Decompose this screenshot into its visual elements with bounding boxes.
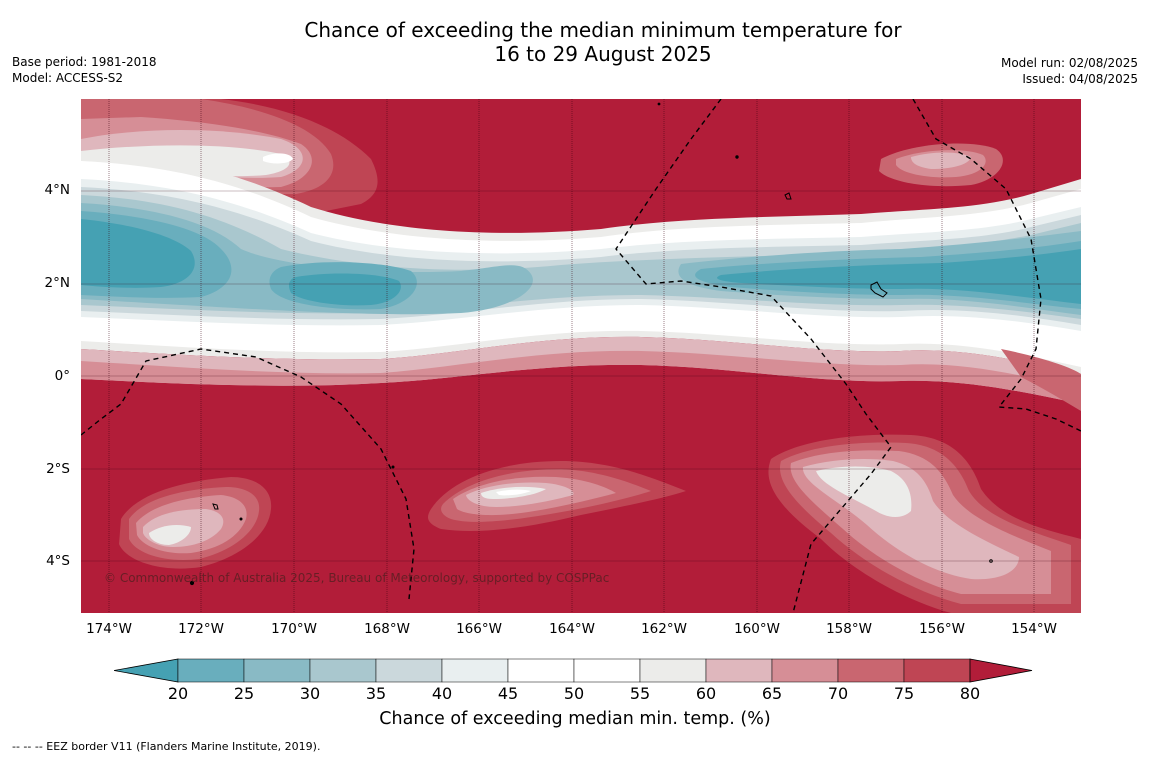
lon-label-154w: 154°W <box>1011 621 1057 637</box>
lat-label-2n: 2°N <box>44 275 70 291</box>
colorbar-extend-low <box>114 658 179 683</box>
colorbar-segment <box>837 658 905 683</box>
map-title: Chance of exceeding the median minimum t… <box>0 18 1150 66</box>
model-run: Model run: 02/08/2025 <box>1000 56 1138 70</box>
colorbar-segment <box>903 658 971 683</box>
meta-left: Base period: 1981-2018 Model: ACCESS-S2 <box>12 54 157 86</box>
colorbar-tick-label: 70 <box>827 684 849 703</box>
colorbar-segment <box>705 658 773 683</box>
copyright-text: © Commonwealth of Australia 2025, Bureau… <box>104 571 610 585</box>
lon-label-172w: 172°W <box>178 621 224 637</box>
lon-label-158w: 158°W <box>826 621 872 637</box>
base-period: Base period: 1981-2018 <box>12 55 157 69</box>
issued-date: Issued: 04/08/2025 <box>1022 72 1138 86</box>
lon-label-170w: 170°W <box>271 621 317 637</box>
title-line-1: Chance of exceeding the median minimum t… <box>304 18 902 42</box>
meta-right: Model run: 02/08/2025 Issued: 04/08/2025 <box>1001 55 1138 87</box>
colorbar-tick-label: 55 <box>629 684 651 703</box>
contour-blob-topright <box>879 143 1003 187</box>
eez-borders <box>81 99 1081 613</box>
lat-label-4s: 4°S <box>46 553 70 569</box>
colorbar-segment <box>375 658 443 683</box>
colorbar-segment <box>177 658 245 683</box>
colorbar <box>114 658 1033 683</box>
colorbar-tick-label: 65 <box>761 684 783 703</box>
eez-legend: -- -- -- EEZ border V11 (Flanders Marine… <box>12 740 321 753</box>
colorbar-tick-label: 80 <box>959 684 981 703</box>
graticule <box>108 99 1035 613</box>
title-line-2: 16 to 29 August 2025 <box>494 42 712 66</box>
colorbar-segment <box>243 658 311 683</box>
colorbar-segment <box>639 658 707 683</box>
colorbar-extend-high <box>969 658 1033 683</box>
colorbar-segment <box>441 658 509 683</box>
lat-label-2s: 2°S <box>46 461 70 477</box>
colorbar-title: Chance of exceeding median min. temp. (%… <box>379 709 771 729</box>
lon-label-166w: 166°W <box>456 621 502 637</box>
contour-blob-centre <box>428 461 686 532</box>
map-svg <box>81 99 1081 613</box>
colorbar-segment <box>573 658 641 683</box>
forecast-map <box>81 99 1081 613</box>
colorbar-tick-label: 25 <box>233 684 255 703</box>
lon-label-160w: 160°W <box>734 621 780 637</box>
contour-blob-southwest <box>119 477 272 569</box>
colorbar-tick-label: 20 <box>167 684 189 703</box>
islands <box>189 102 993 586</box>
colorbar-tick-label: 45 <box>497 684 519 703</box>
colorbar-segment <box>507 658 575 683</box>
lon-label-168w: 168°W <box>364 621 410 637</box>
model-name: Model: ACCESS-S2 <box>12 71 124 85</box>
lon-label-174w: 174°W <box>86 621 132 637</box>
lat-label-4n: 4°N <box>44 182 70 198</box>
colorbar-tick-label: 75 <box>893 684 915 703</box>
colorbar-tick-label: 40 <box>431 684 453 703</box>
contour-top-left <box>81 99 378 214</box>
lat-label-0: 0° <box>54 368 70 384</box>
graticule-lat <box>81 190 1081 562</box>
contour-cool-band <box>81 151 1081 374</box>
contour-band-lower-edge <box>81 336 1081 411</box>
colorbar-segment <box>771 658 839 683</box>
lon-label-156w: 156°W <box>919 621 965 637</box>
colorbar-tick-label: 30 <box>299 684 321 703</box>
colorbar-tick-label: 50 <box>563 684 585 703</box>
lon-label-164w: 164°W <box>549 621 595 637</box>
colorbar-tick-label: 35 <box>365 684 387 703</box>
colorbar-segment <box>309 658 377 683</box>
colorbar-tick-label: 60 <box>695 684 717 703</box>
lon-label-162w: 162°W <box>641 621 687 637</box>
contour-blob-southeast <box>768 434 1081 613</box>
